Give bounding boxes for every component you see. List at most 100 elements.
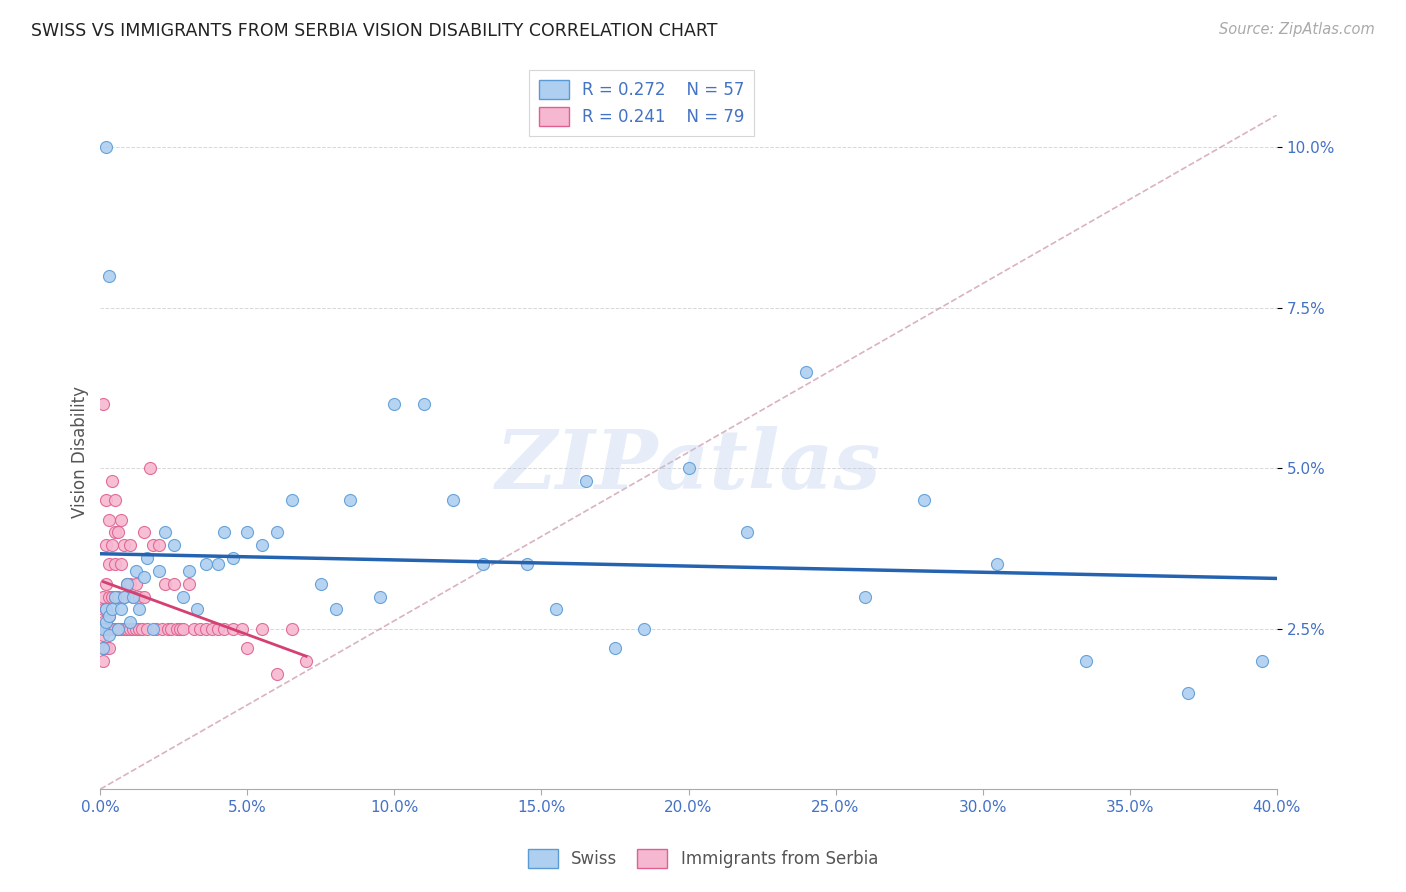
Point bbox=[201, 622, 224, 636]
Point bbox=[136, 551, 159, 566]
Legend: Swiss, Immigrants from Serbia: Swiss, Immigrants from Serbia bbox=[522, 843, 884, 875]
Point bbox=[128, 590, 150, 604]
Point bbox=[145, 622, 167, 636]
Point bbox=[177, 576, 200, 591]
Point bbox=[150, 622, 173, 636]
Point bbox=[603, 640, 626, 655]
Text: SWISS VS IMMIGRANTS FROM SERBIA VISION DISABILITY CORRELATION CHART: SWISS VS IMMIGRANTS FROM SERBIA VISION D… bbox=[31, 22, 717, 40]
Point bbox=[139, 461, 162, 475]
Point bbox=[1251, 654, 1274, 668]
Point bbox=[91, 654, 114, 668]
Point bbox=[121, 622, 143, 636]
Point bbox=[96, 602, 118, 616]
Point bbox=[91, 628, 114, 642]
Point bbox=[166, 622, 188, 636]
Point bbox=[101, 622, 124, 636]
Point bbox=[136, 622, 159, 636]
Point bbox=[1177, 686, 1199, 700]
Point bbox=[207, 558, 229, 572]
Point bbox=[160, 622, 183, 636]
Point bbox=[115, 622, 138, 636]
Point bbox=[148, 538, 170, 552]
Point bbox=[156, 622, 179, 636]
Y-axis label: Vision Disability: Vision Disability bbox=[72, 386, 89, 518]
Point bbox=[546, 602, 568, 616]
Point bbox=[118, 576, 141, 591]
Point bbox=[101, 538, 124, 552]
Point bbox=[91, 640, 114, 655]
Point bbox=[128, 602, 150, 616]
Point bbox=[112, 590, 135, 604]
Point bbox=[221, 622, 243, 636]
Point bbox=[107, 590, 129, 604]
Point bbox=[101, 590, 124, 604]
Point bbox=[574, 474, 596, 488]
Point bbox=[104, 622, 127, 636]
Point bbox=[163, 538, 186, 552]
Point bbox=[186, 602, 208, 616]
Point bbox=[98, 590, 121, 604]
Point bbox=[368, 590, 391, 604]
Point bbox=[172, 622, 194, 636]
Point bbox=[169, 622, 191, 636]
Point bbox=[98, 608, 121, 623]
Point bbox=[96, 538, 118, 552]
Point bbox=[112, 622, 135, 636]
Point bbox=[104, 525, 127, 540]
Point bbox=[195, 622, 218, 636]
Point bbox=[91, 640, 114, 655]
Text: Source: ZipAtlas.com: Source: ZipAtlas.com bbox=[1219, 22, 1375, 37]
Point bbox=[91, 590, 114, 604]
Point bbox=[98, 512, 121, 526]
Point bbox=[1074, 654, 1097, 668]
Point bbox=[107, 622, 129, 636]
Point bbox=[266, 525, 288, 540]
Point bbox=[104, 590, 127, 604]
Point bbox=[96, 622, 118, 636]
Point bbox=[142, 538, 165, 552]
Point bbox=[163, 576, 186, 591]
Point bbox=[236, 640, 259, 655]
Point bbox=[177, 564, 200, 578]
Point bbox=[96, 576, 118, 591]
Point bbox=[266, 666, 288, 681]
Point bbox=[115, 576, 138, 591]
Point bbox=[737, 525, 759, 540]
Point bbox=[142, 622, 165, 636]
Point bbox=[96, 493, 118, 508]
Point bbox=[96, 602, 118, 616]
Point bbox=[124, 564, 146, 578]
Text: ZIPatlas: ZIPatlas bbox=[496, 425, 882, 506]
Point bbox=[124, 576, 146, 591]
Point bbox=[280, 493, 302, 508]
Point bbox=[110, 512, 132, 526]
Point bbox=[250, 538, 273, 552]
Point bbox=[96, 615, 118, 630]
Point bbox=[912, 493, 935, 508]
Point bbox=[339, 493, 361, 508]
Point bbox=[118, 615, 141, 630]
Point bbox=[98, 622, 121, 636]
Point bbox=[91, 397, 114, 411]
Point bbox=[121, 590, 143, 604]
Point bbox=[236, 525, 259, 540]
Point bbox=[153, 525, 176, 540]
Point bbox=[212, 525, 235, 540]
Point bbox=[91, 622, 114, 636]
Point bbox=[104, 558, 127, 572]
Point bbox=[110, 622, 132, 636]
Point bbox=[280, 622, 302, 636]
Point bbox=[207, 622, 229, 636]
Point bbox=[471, 558, 494, 572]
Point bbox=[853, 590, 876, 604]
Point bbox=[325, 602, 347, 616]
Point bbox=[121, 590, 143, 604]
Point bbox=[96, 640, 118, 655]
Point bbox=[104, 590, 127, 604]
Point bbox=[110, 602, 132, 616]
Point bbox=[96, 140, 118, 154]
Point bbox=[115, 576, 138, 591]
Point bbox=[221, 551, 243, 566]
Point bbox=[110, 558, 132, 572]
Point bbox=[128, 622, 150, 636]
